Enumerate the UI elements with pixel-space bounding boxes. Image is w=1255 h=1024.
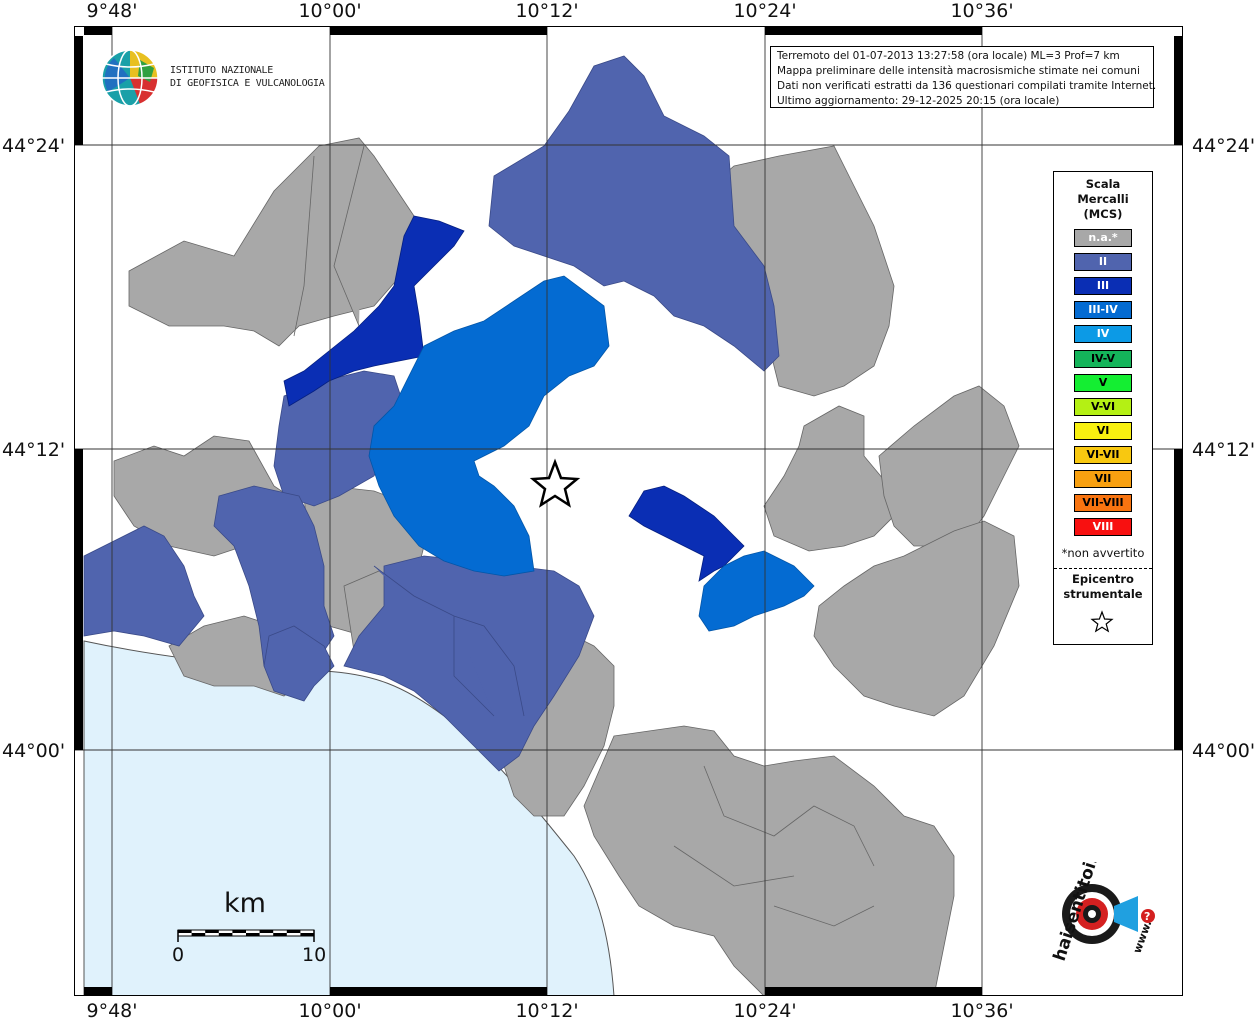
lat-label-left-2: 44°12'	[2, 439, 66, 461]
regions-intensity-III	[283, 215, 745, 582]
legend-item: V-VI	[1074, 397, 1132, 416]
region-ii	[273, 370, 405, 507]
legend-item: V	[1074, 373, 1132, 392]
region-na	[878, 385, 1020, 547]
legend-title-line1: Scala	[1085, 177, 1121, 191]
scale-bar: km 0 10	[168, 888, 328, 968]
legend-star-icon	[1090, 610, 1114, 633]
lat-label-left-1: 44°24'	[2, 135, 66, 157]
haisentito-logo: haisentitoilterremoto.it www. ?	[1050, 862, 1155, 964]
lat-label-right-1: 44°24'	[1192, 135, 1255, 157]
region-iii-iv	[698, 550, 815, 632]
scale-min-label: 0	[172, 944, 185, 966]
lon-label-bottom-4: 10°24'	[733, 1000, 797, 1022]
legend-item: VII-VIII	[1074, 494, 1132, 513]
epicenter-star-icon	[529, 458, 581, 508]
legend-item: VI-VII	[1074, 445, 1132, 464]
legend-title: Scala Mercalli (MCS)	[1054, 177, 1152, 222]
region-iii	[283, 215, 465, 407]
region-ii	[373, 565, 525, 717]
legend-item: VIII	[1074, 518, 1132, 537]
regions-not-available	[113, 137, 1020, 996]
lon-label-top-4: 10°24'	[733, 0, 797, 22]
info-line-description: Mappa preliminare delle intensità macros…	[777, 65, 1140, 77]
legend-title-line2: Mercalli	[1077, 192, 1129, 206]
ingv-name: ISTITUTO NAZIONALE DI GEOFISICA E VULCAN…	[170, 64, 325, 90]
earthquake-info-box: Terremoto del 01-07-2013 13:27:58 (ora l…	[770, 46, 1157, 108]
legend-item: VII	[1074, 470, 1132, 488]
legend-item: III-IV	[1074, 301, 1132, 320]
scale-unit: km	[224, 888, 266, 919]
region-na	[813, 520, 1020, 717]
regions-intensity-III-IV	[368, 275, 815, 632]
lon-label-top-3: 10°12'	[515, 0, 579, 22]
question-icon: ?	[1144, 910, 1150, 923]
legend-item: II	[1074, 253, 1132, 272]
legend-item: III	[1074, 277, 1132, 296]
ingv-name-line2: DI GEOFISICA E VULCANOLOGIA	[170, 78, 325, 89]
lat-label-right-2: 44°12'	[1192, 439, 1255, 461]
ingv-logo: ISTITUTO NAZIONALE DI GEOFISICA E VULCAN…	[100, 48, 330, 110]
legend-epicenter-line1: Epicentro	[1072, 572, 1134, 586]
lon-label-top-5: 10°36'	[950, 0, 1014, 22]
legend-epicenter-label: Epicentro strumentale	[1054, 572, 1152, 602]
lat-label-right-3: 44°00'	[1192, 740, 1255, 762]
legend-epicenter-line2: strumentale	[1063, 587, 1143, 601]
frame-ticks	[74, 26, 1183, 996]
globe-icon	[101, 49, 159, 107]
region-iii-iv	[368, 275, 610, 577]
lon-label-top-2: 10°00'	[298, 0, 362, 22]
info-line-updated: Ultimo aggiornamento: 29-12-2025 20:15 (…	[777, 95, 1060, 107]
graticule	[74, 26, 1183, 996]
lon-label-bottom-1: 9°48'	[86, 1000, 138, 1022]
scale-ruler	[177, 929, 315, 942]
lon-label-bottom-2: 10°00'	[298, 1000, 362, 1022]
region-ii	[488, 55, 780, 372]
region-na	[583, 725, 955, 996]
lon-label-bottom-5: 10°36'	[950, 1000, 1014, 1022]
intensity-legend: Scala Mercalli (MCS) n.a.* II III III-IV IV I…	[1053, 171, 1153, 645]
legend-title-line3: (MCS)	[1083, 207, 1123, 221]
lon-label-bottom-3: 10°12'	[515, 1000, 579, 1022]
region-na	[673, 765, 875, 927]
info-line-data-source: Dati non verificati estratti da 136 ques…	[777, 80, 1157, 92]
legend-separator	[1054, 568, 1152, 569]
regions-intensity-II	[83, 55, 780, 772]
intensity-map	[74, 26, 1183, 996]
legend-item: IV	[1074, 325, 1132, 344]
legend-item: VI	[1074, 421, 1132, 440]
legend-footnote: *non avvertito	[1061, 546, 1145, 560]
scale-max-label: 10	[302, 944, 327, 966]
legend-item: n.a.*	[1074, 229, 1132, 247]
lat-label-left-3: 44°00'	[2, 740, 66, 762]
region-na	[128, 137, 415, 347]
region-na	[763, 405, 905, 552]
lon-label-top-1: 9°48'	[86, 0, 138, 22]
region-na	[293, 145, 365, 337]
region-ii	[263, 625, 335, 702]
ingv-name-line1: ISTITUTO NAZIONALE	[170, 65, 273, 76]
legend-item: IV-V	[1074, 349, 1132, 368]
info-line-event: Terremoto del 01-07-2013 13:27:58 (ora l…	[777, 50, 1120, 62]
region-ii	[83, 525, 205, 647]
